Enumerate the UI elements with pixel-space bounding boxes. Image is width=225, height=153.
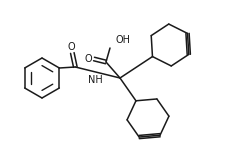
Text: NH: NH [88,75,103,84]
Text: O: O [68,42,75,52]
Text: O: O [84,54,92,64]
Text: OH: OH [115,35,130,45]
